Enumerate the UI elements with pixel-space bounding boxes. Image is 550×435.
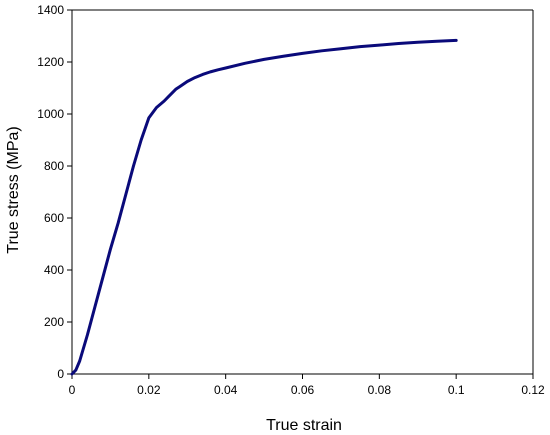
x-axis-label: True strain bbox=[266, 417, 342, 434]
y-tick-label: 1400 bbox=[37, 3, 64, 17]
y-tick-label: 600 bbox=[44, 211, 64, 225]
y-axis-label: True stress (MPa) bbox=[5, 126, 22, 253]
y-tick-label: 800 bbox=[44, 159, 64, 173]
y-tick-label: 1000 bbox=[37, 107, 64, 121]
y-axis-title: True stress (MPa) bbox=[5, 126, 22, 253]
series-group bbox=[70, 38, 458, 376]
x-tick-label: 0.02 bbox=[137, 383, 161, 397]
y-tick-label: 0 bbox=[57, 367, 64, 381]
series-line bbox=[70, 38, 458, 376]
y-tick-label: 400 bbox=[44, 263, 64, 277]
x-tick-label: 0.1 bbox=[448, 383, 465, 397]
x-tick-label: 0.06 bbox=[291, 383, 315, 397]
axes: 0 0.02 0.04 0.06 0.08 0.1 0.12 0 200 400 600 800 100… bbox=[37, 3, 545, 397]
x-tick-label: 0.12 bbox=[521, 383, 545, 397]
x-tick-label: 0 bbox=[69, 383, 76, 397]
x-tick-label: 0.04 bbox=[214, 383, 238, 397]
y-tick-label: 200 bbox=[44, 315, 64, 329]
y-tick-label: 1200 bbox=[37, 55, 64, 69]
x-tick-label: 0.08 bbox=[368, 383, 392, 397]
